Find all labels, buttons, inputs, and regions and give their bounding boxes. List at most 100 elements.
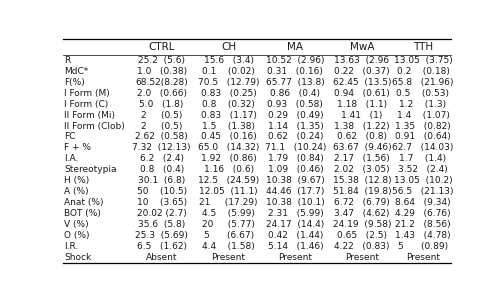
Text: 51.84  (19.8): 51.84 (19.8)	[333, 187, 391, 196]
Text: Anat (%): Anat (%)	[64, 198, 104, 207]
Text: 0.1    (0.02): 0.1 (0.02)	[202, 67, 255, 76]
Text: 13.05  (3.75): 13.05 (3.75)	[394, 56, 452, 65]
Text: 24.17  (14.4): 24.17 (14.4)	[266, 220, 325, 229]
Text: 6.72   (6.79): 6.72 (6.79)	[334, 198, 390, 207]
Text: 0.93   (0.58): 0.93 (0.58)	[268, 100, 323, 109]
Text: 10.52  (2.96): 10.52 (2.96)	[266, 56, 325, 65]
Text: Present: Present	[211, 253, 245, 262]
Text: 2.02   (3.05): 2.02 (3.05)	[334, 165, 390, 174]
Text: 2     (0.5): 2 (0.5)	[141, 111, 182, 120]
Text: CTRL: CTRL	[148, 42, 175, 52]
Text: 0.91   (0.64): 0.91 (0.64)	[395, 132, 451, 141]
Text: II Form (Clob): II Form (Clob)	[64, 121, 125, 131]
Text: 1.7    (1.4): 1.7 (1.4)	[399, 154, 446, 163]
Text: I.A.: I.A.	[64, 154, 79, 163]
Text: MwA: MwA	[350, 42, 374, 52]
Text: 4.5    (5.99): 4.5 (5.99)	[202, 209, 255, 218]
Text: TTH: TTH	[413, 42, 433, 52]
Text: I.R.: I.R.	[64, 242, 79, 251]
Text: 0.42   (1.44): 0.42 (1.44)	[268, 231, 323, 240]
Text: 0.31   (0.16): 0.31 (0.16)	[268, 67, 323, 76]
Text: 0.5    (0.53): 0.5 (0.53)	[396, 89, 449, 98]
Text: 2.31   (5.99): 2.31 (5.99)	[268, 209, 323, 218]
Text: 0.65   (2.5): 0.65 (2.5)	[337, 231, 387, 240]
Text: 25.2  (5.6): 25.2 (5.6)	[138, 56, 185, 65]
Text: 5      (6.67): 5 (6.67)	[203, 231, 254, 240]
Text: 50    (10.5): 50 (10.5)	[137, 187, 187, 196]
Text: 1.4    (1.07): 1.4 (1.07)	[396, 111, 449, 120]
Text: 70.5   (12.79): 70.5 (12.79)	[198, 78, 260, 87]
Text: Present: Present	[279, 253, 313, 262]
Text: O (%): O (%)	[64, 231, 90, 240]
Text: R: R	[64, 56, 71, 65]
Text: 10.38  (9.67): 10.38 (9.67)	[266, 176, 325, 185]
Text: Present: Present	[345, 253, 379, 262]
Text: 15.38  (12.8): 15.38 (12.8)	[333, 176, 391, 185]
Text: 10    (3.65): 10 (3.65)	[137, 198, 187, 207]
Text: 4.29   (6.76): 4.29 (6.76)	[395, 209, 451, 218]
Text: 1.18   (1.1): 1.18 (1.1)	[337, 100, 387, 109]
Text: 0.94   (0.61): 0.94 (0.61)	[334, 89, 390, 98]
Text: 0.83   (1.17): 0.83 (1.17)	[201, 111, 257, 120]
Text: I Form (C): I Form (C)	[64, 100, 108, 109]
Text: 12.05  (11.1): 12.05 (11.1)	[199, 187, 258, 196]
Text: 1.5    (1.38): 1.5 (1.38)	[202, 121, 255, 131]
Text: 2.17   (1.56): 2.17 (1.56)	[334, 154, 390, 163]
Text: I Form (M): I Form (M)	[64, 89, 110, 98]
Text: 20     (5.77): 20 (5.77)	[202, 220, 255, 229]
Text: 2.62  (0.58): 2.62 (0.58)	[135, 132, 188, 141]
Text: 65.8   (21.96): 65.8 (21.96)	[392, 78, 454, 87]
Text: 65.77  (13.8): 65.77 (13.8)	[266, 78, 325, 87]
Text: 1.38   (1.22): 1.38 (1.22)	[334, 121, 390, 131]
Text: MA: MA	[288, 42, 304, 52]
Text: 2     (0.5): 2 (0.5)	[141, 121, 182, 131]
Text: Stereotypia: Stereotypia	[64, 165, 117, 174]
Text: BOT (%): BOT (%)	[64, 209, 101, 218]
Text: 3.47   (4.62): 3.47 (4.62)	[334, 209, 390, 218]
Text: F(%): F(%)	[64, 78, 85, 87]
Text: 3.52   (2.4): 3.52 (2.4)	[398, 165, 448, 174]
Text: Shock: Shock	[64, 253, 91, 262]
Text: 63.67  (9.46): 63.67 (9.46)	[333, 144, 391, 152]
Text: 25.3  (5.69): 25.3 (5.69)	[135, 231, 188, 240]
Text: 12.5   (24.59): 12.5 (24.59)	[198, 176, 259, 185]
Text: 1.41   (1): 1.41 (1)	[341, 111, 383, 120]
Text: 44.46  (17.7): 44.46 (17.7)	[266, 187, 325, 196]
Text: 0.22   (0.37): 0.22 (0.37)	[334, 67, 390, 76]
Text: 1.43   (4.78): 1.43 (4.78)	[395, 231, 451, 240]
Text: 62.7   (14.03): 62.7 (14.03)	[392, 144, 453, 152]
Text: 24.19  (9.58): 24.19 (9.58)	[333, 220, 391, 229]
Text: 0.2    (0.18): 0.2 (0.18)	[396, 67, 449, 76]
Text: 6.2   (2.4): 6.2 (2.4)	[140, 154, 184, 163]
Text: 13.63  (2.96: 13.63 (2.96	[335, 56, 390, 65]
Text: 62.45  (13.5): 62.45 (13.5)	[333, 78, 391, 87]
Text: F + %: F + %	[64, 144, 91, 152]
Text: CH: CH	[221, 42, 236, 52]
Text: 0.62   (0.8): 0.62 (0.8)	[337, 132, 387, 141]
Text: 30.1  (6.8): 30.1 (6.8)	[138, 176, 185, 185]
Text: 56.5   (21.13): 56.5 (21.13)	[392, 187, 454, 196]
Text: 68.52(8.28): 68.52(8.28)	[135, 78, 188, 87]
Text: 1.79   (0.84): 1.79 (0.84)	[268, 154, 323, 163]
Text: 1.2    (1.3): 1.2 (1.3)	[399, 100, 446, 109]
Text: 1.35   (0.82): 1.35 (0.82)	[395, 121, 451, 131]
Text: Present: Present	[406, 253, 440, 262]
Text: V (%): V (%)	[64, 220, 89, 229]
Text: 4.22   (0.83): 4.22 (0.83)	[334, 242, 390, 251]
Text: 1.92   (0.86): 1.92 (0.86)	[201, 154, 257, 163]
Text: 0.8   (0.4): 0.8 (0.4)	[139, 165, 184, 174]
Text: 0.62   (0.24): 0.62 (0.24)	[268, 132, 323, 141]
Text: 10.38  (10.1): 10.38 (10.1)	[266, 198, 325, 207]
Text: 65.0   (14.32): 65.0 (14.32)	[198, 144, 260, 152]
Text: 13.05  (10.2): 13.05 (10.2)	[394, 176, 452, 185]
Text: FC: FC	[64, 132, 76, 141]
Text: II Form (Mi): II Form (Mi)	[64, 111, 115, 120]
Text: 0.8    (0.32): 0.8 (0.32)	[202, 100, 255, 109]
Text: 21     (17.29): 21 (17.29)	[199, 198, 258, 207]
Text: 6.5   (1.62): 6.5 (1.62)	[137, 242, 187, 251]
Text: 0.29   (0.49): 0.29 (0.49)	[268, 111, 323, 120]
Text: 35.6  (5.8): 35.6 (5.8)	[138, 220, 185, 229]
Text: 20.02 (2.7): 20.02 (2.7)	[137, 209, 186, 218]
Text: 7.32  (12.13): 7.32 (12.13)	[132, 144, 191, 152]
Text: A (%): A (%)	[64, 187, 89, 196]
